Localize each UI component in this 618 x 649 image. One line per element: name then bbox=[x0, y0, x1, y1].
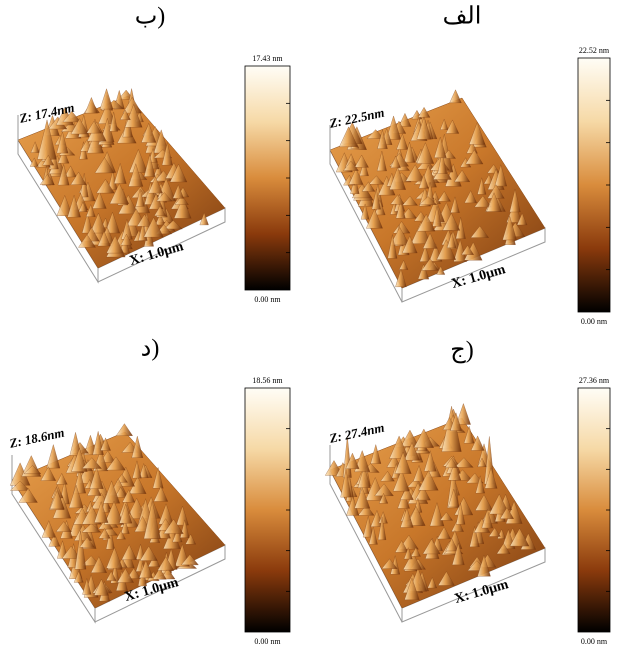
scale-max: 18.56 nm bbox=[252, 376, 283, 385]
color-bar bbox=[578, 58, 610, 312]
color-bar bbox=[245, 66, 290, 290]
scale-max: 17.43 nm bbox=[252, 54, 283, 63]
scale-min: 0.00 nm bbox=[581, 317, 608, 326]
peak bbox=[85, 97, 97, 113]
scale-max: 22.52 nm bbox=[579, 46, 610, 55]
panel-label: ج) bbox=[450, 338, 474, 364]
figure: الفZ: 22.5nmX: 1.0μm22.52 nm0.00 nmب)Z: … bbox=[0, 0, 618, 649]
peak bbox=[47, 445, 60, 469]
scale-min: 0.00 nm bbox=[581, 637, 608, 646]
panel-label: ب) bbox=[135, 4, 166, 30]
scale-min: 0.00 nm bbox=[254, 637, 281, 646]
peak bbox=[450, 90, 462, 103]
z-label: Z: 18.6nm bbox=[7, 425, 66, 451]
scale-max: 27.36 nm bbox=[579, 376, 610, 385]
panel-label: الف bbox=[443, 4, 482, 30]
page: {"panels": [ {"label": "الف", "z_label":… bbox=[0, 0, 618, 649]
z-label: Z: 22.5nm bbox=[327, 105, 386, 131]
color-bar bbox=[578, 388, 610, 632]
z-label: Z: 27.4nm bbox=[327, 420, 386, 446]
scale-min: 0.00 nm bbox=[254, 295, 281, 304]
peak bbox=[100, 89, 113, 109]
panel-label: د) bbox=[141, 336, 160, 362]
color-bar bbox=[245, 388, 290, 632]
peak bbox=[116, 424, 132, 436]
